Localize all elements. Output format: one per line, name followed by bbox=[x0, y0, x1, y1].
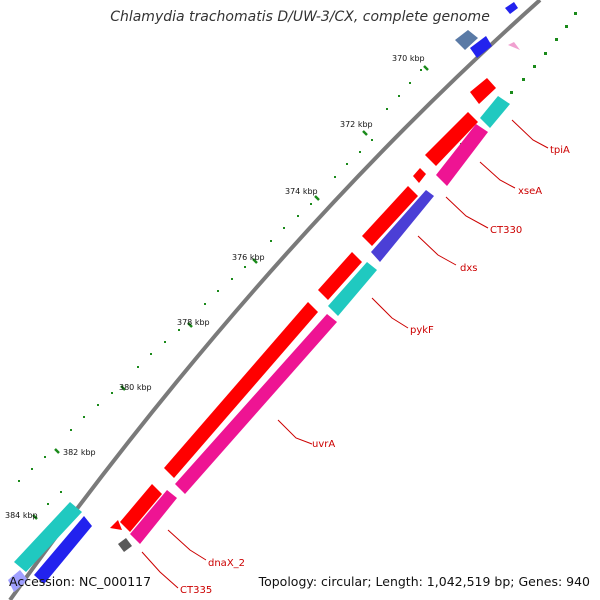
genome-summary-text: Topology: circular; Length: 1,042,519 bp… bbox=[258, 574, 590, 589]
kbp-label: 378 kbp bbox=[177, 318, 210, 327]
map-title: Chlamydia trachomatis D/UW-3/CX, complet… bbox=[110, 9, 490, 25]
gene-label-CT330: CT330 bbox=[490, 225, 522, 236]
kbp-label: 376 kbp bbox=[232, 253, 265, 262]
gene-label-xseA: xseA bbox=[518, 186, 542, 197]
label-leader-lines bbox=[141, 119, 549, 589]
gene-label-CT335: CT335 bbox=[180, 585, 212, 596]
kbp-tick-marks bbox=[32, 65, 429, 520]
kbp-label: 380 kbp bbox=[119, 383, 152, 392]
kbp-label: 374 kbp bbox=[285, 187, 318, 196]
kbp-label: 382 kbp bbox=[63, 448, 96, 457]
forward-cds-track bbox=[110, 78, 496, 532]
gene-label-dxs: dxs bbox=[460, 263, 477, 274]
reverse-cds-track bbox=[118, 96, 510, 552]
gene-label-pykF: pykF bbox=[410, 325, 434, 336]
top-features bbox=[455, 2, 520, 58]
gene-label-tpiA: tpiA bbox=[550, 145, 570, 156]
kbp-label: 384 kbp bbox=[5, 511, 38, 520]
gene-labels: tpiA xseA CT330 dxs pykF uvrA dnaX_2 CT3… bbox=[180, 145, 570, 596]
accession-text: Accession: NC_000117 bbox=[9, 574, 152, 589]
gene-label-uvrA: uvrA bbox=[312, 439, 335, 450]
kbp-label: 372 kbp bbox=[340, 120, 373, 129]
kbp-labels: 370 kbp 372 kbp 374 kbp 376 kbp 378 kbp … bbox=[5, 54, 425, 520]
genome-backbone bbox=[8, 0, 542, 600]
kbp-label: 370 kbp bbox=[392, 54, 425, 63]
bottom-left-features bbox=[8, 502, 92, 592]
gene-label-dnaX_2: dnaX_2 bbox=[208, 558, 245, 569]
